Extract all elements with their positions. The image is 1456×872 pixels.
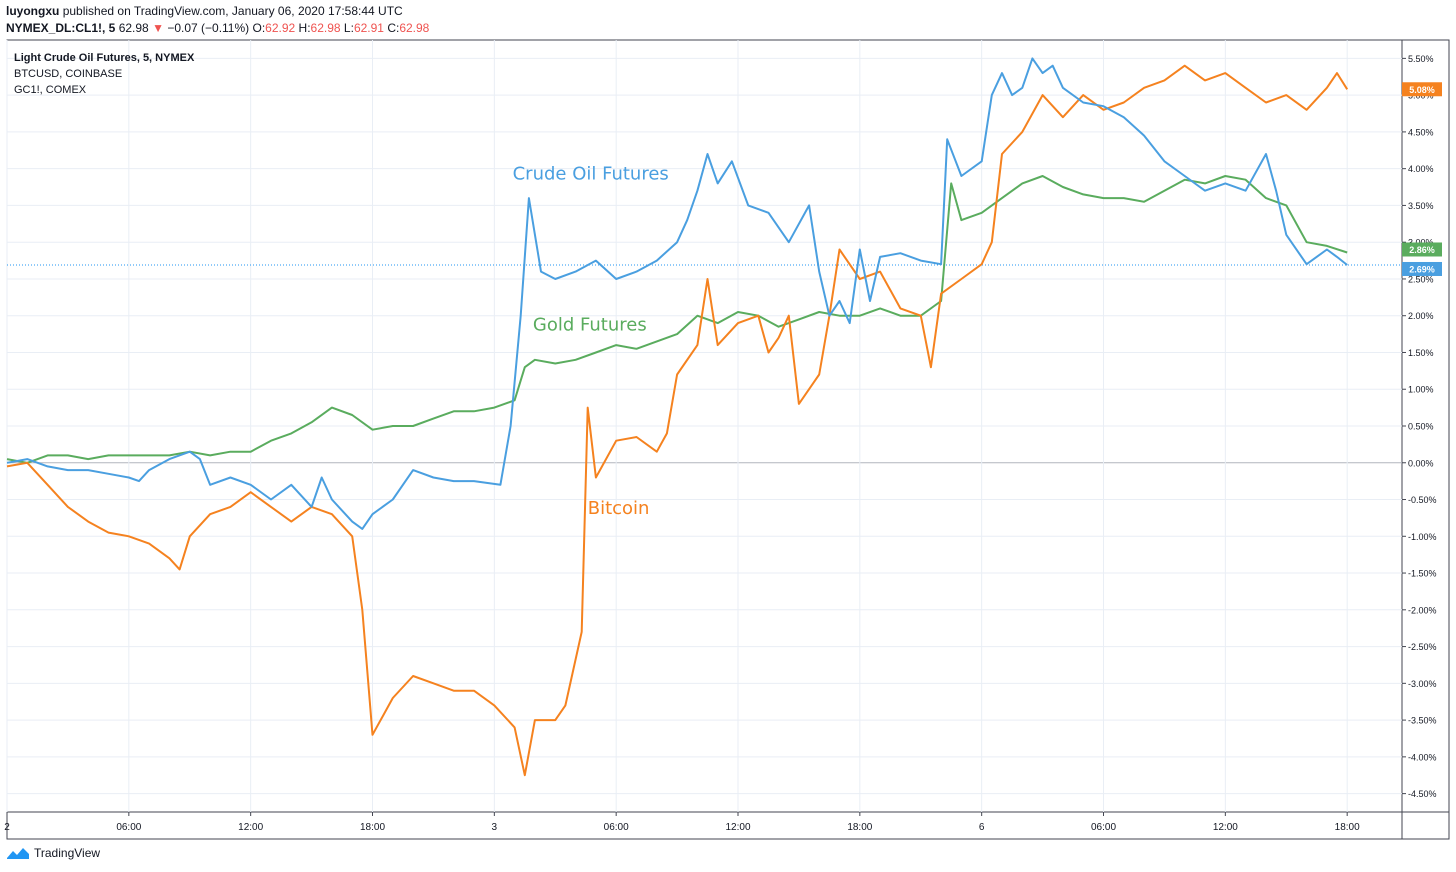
y-tick-label: -2.50% [1408,642,1437,652]
annotations: Crude Oil Futures Gold Futures Bitcoin [513,164,669,520]
y-tick-label: -3.00% [1408,679,1437,689]
y-tick-label: 2.50% [1408,274,1434,284]
y-tick-label: -4.50% [1408,789,1437,799]
publish-header: luyongxu published on TradingView.com, J… [6,4,403,18]
bitcoin-series-line [6,64,1349,777]
crude-price-label: 2.69% [1409,264,1435,274]
symbol-name[interactable]: NYMEX_DL:CL1!, 5 [6,21,116,35]
y-tick-label: 5.50% [1408,54,1434,64]
legend-compare-btc[interactable]: BTCUSD, COINBASE [14,68,123,80]
x-tick-label: 06:00 [116,822,141,833]
y-tick-label: 4.00% [1408,164,1434,174]
y-tick-label: 0.00% [1408,458,1434,468]
y-tick-label: 1.50% [1408,348,1434,358]
low-value: 62.91 [353,21,384,35]
high-value: 62.98 [310,21,341,35]
x-tick-label: 06:00 [1091,822,1116,833]
y-tick-label: -4.00% [1408,752,1437,762]
bitcoin-price-tag [1402,82,1442,97]
close-label: C: [387,21,400,35]
low-label: L: [343,21,354,35]
crude-annotation: Crude Oil Futures [513,164,669,185]
price-labels: 5.08% 2.86% 2.69% [1402,82,1442,276]
tradingview-logo-icon [7,848,29,859]
footer: TradingView [6,846,100,860]
gold-annotation: Gold Futures [533,314,647,335]
author-name[interactable]: luyongxu [6,4,60,18]
x-tick-label: 6 [979,822,985,833]
bitcoin-annotation: Bitcoin [588,498,650,519]
y-tick-label: -2.00% [1408,605,1437,615]
bitcoin-price-label: 5.08% [1409,85,1435,95]
footer-brand[interactable]: TradingView [34,846,101,860]
y-tick-label: 1.00% [1408,385,1434,395]
x-tick-label: 12:00 [725,822,750,833]
close-value: 62.98 [399,21,430,35]
y-tick-label: -0.50% [1408,495,1437,505]
open-value: 62.92 [265,21,296,35]
y-tick-label: -1.00% [1408,532,1437,542]
grid [6,40,1402,812]
x-tick-label: 18:00 [847,822,872,833]
crude-series-line [6,57,1348,530]
y-tick-label: -3.50% [1408,716,1437,726]
time-axis[interactable]: 2 06:00 12:00 18:00 3 06:00 12:00 18:00 6 06:00 12… [4,812,1360,833]
chart-pane-border [6,39,1450,840]
series-lines [6,57,1349,777]
crude-price-tag [1402,261,1442,276]
y-tick-label: 3.50% [1408,201,1434,211]
x-tick-label: 12:00 [238,822,263,833]
change-down-icon: ▼ [152,21,164,35]
x-tick-label: 06:00 [604,822,629,833]
x-tick-label: 18:00 [360,822,385,833]
high-label: H: [298,21,311,35]
x-tick-label: 12:00 [1213,822,1238,833]
change-value: −0.07 (−0.11%) [167,21,250,35]
x-tick-label: 18:00 [1335,822,1360,833]
last-price: 62.98 [118,21,149,35]
x-tick-label: 2 [4,822,10,833]
published-text: published on TradingView.com, January 06… [62,4,403,18]
y-tick-label: 2.00% [1408,311,1434,321]
open-label: O: [252,21,266,35]
y-tick-label: 4.50% [1408,127,1434,137]
y-tick-label: -1.50% [1408,569,1437,579]
gold-price-label: 2.86% [1409,245,1435,255]
price-axis[interactable]: 5.50%5.00%4.50%4.00%3.50%3.00%2.50%2.00%… [1402,54,1437,799]
gold-series-line [6,175,1348,464]
legend-compare-gold[interactable]: GC1!, COMEX [14,84,87,96]
symbol-header: NYMEX_DL:CL1!, 5 62.98 ▼ −0.07 (−0.11%) … [6,21,429,35]
x-tick-label: 3 [492,822,498,833]
series-legend: Light Crude Oil Futures, 5, NYMEX BTCUSD… [14,50,194,98]
legend-main-series[interactable]: Light Crude Oil Futures, 5, NYMEX [14,52,195,64]
gold-price-tag [1402,242,1442,257]
y-tick-label: 0.50% [1408,422,1434,432]
